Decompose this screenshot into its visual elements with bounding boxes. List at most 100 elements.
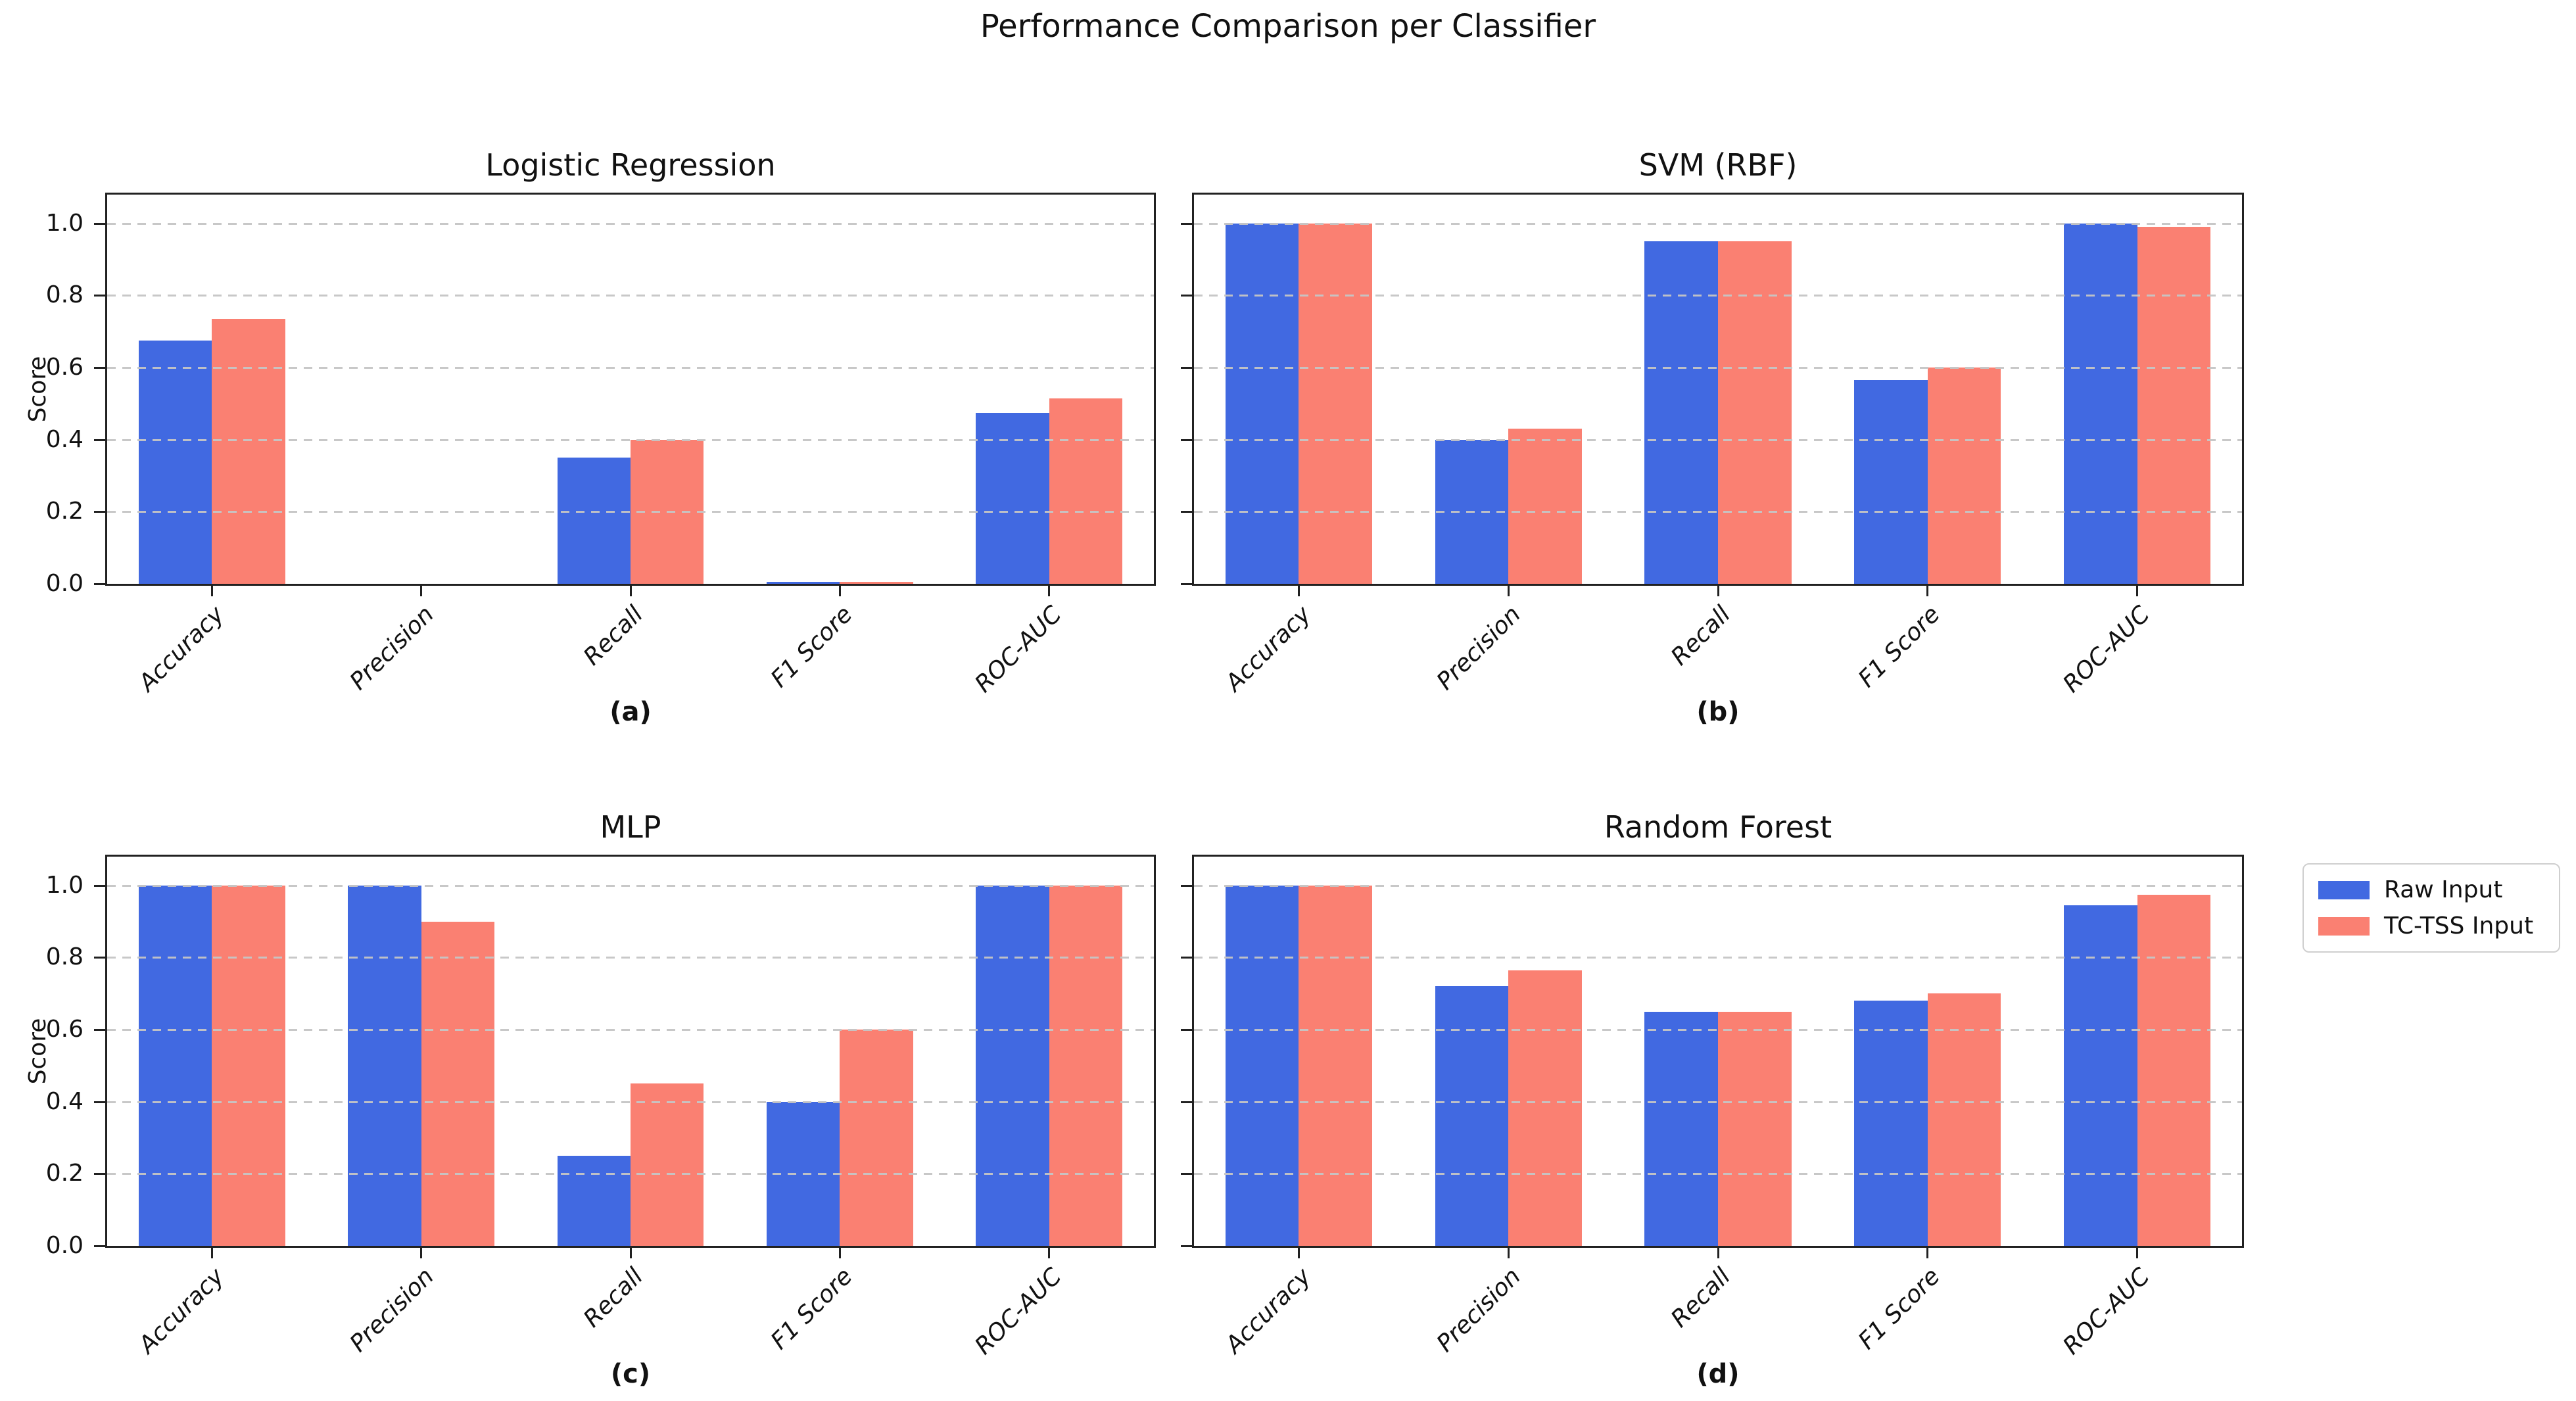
subplot-caption-c: (c) bbox=[610, 1359, 651, 1389]
y-tick-label-0-8: 0.8 bbox=[45, 943, 83, 971]
x-tick-label-precision: Precision bbox=[1431, 601, 1527, 696]
bar-tc-tss-input-recall bbox=[631, 439, 704, 584]
x-tick-mark-recall bbox=[1717, 584, 1719, 596]
bar-raw-input-precision bbox=[348, 885, 421, 1246]
y-tick-mark bbox=[94, 1101, 105, 1103]
y-tick-mark bbox=[1181, 295, 1192, 297]
x-tick-label-accuracy: Accuracy bbox=[1220, 1263, 1317, 1359]
legend-swatch-raw-input bbox=[2318, 880, 2370, 899]
x-tick-mark-f1-score bbox=[1926, 584, 1929, 596]
y-tick-label-0-4: 0.4 bbox=[45, 1087, 83, 1115]
x-tick-label-roc-auc: ROC-AUC bbox=[970, 1263, 1067, 1360]
bar-tc-tss-input-accuracy bbox=[212, 319, 285, 584]
y-tick-label-0-2: 0.2 bbox=[45, 1160, 83, 1187]
bar-raw-input-f1-score bbox=[1854, 380, 1928, 584]
legend-entry-tc-tss-input: TC-TSS Input bbox=[2318, 913, 2544, 939]
y-tick-label-0-4: 0.4 bbox=[45, 425, 83, 453]
x-tick-label-recall: Recall bbox=[1665, 1263, 1736, 1333]
y-tick-label-0-0: 0.0 bbox=[45, 1232, 83, 1259]
bar-tc-tss-input-f1-score bbox=[840, 582, 913, 584]
bar-raw-input-accuracy bbox=[1225, 223, 1299, 584]
subplot-random-forest: Random Forest Accuracy Precision Recall F1 S… bbox=[1181, 809, 2244, 1389]
y-tick-mark bbox=[1181, 511, 1192, 513]
bar-raw-input-precision bbox=[1435, 986, 1509, 1246]
bar-raw-input-recall bbox=[557, 458, 631, 584]
y-tick-mark bbox=[1181, 957, 1192, 959]
y-tick-mark bbox=[1181, 1101, 1192, 1103]
x-tick-mark-precision bbox=[1507, 1246, 1510, 1258]
bar-raw-input-accuracy bbox=[138, 885, 212, 1246]
legend-swatch-tc-tss-input bbox=[2318, 916, 2370, 936]
y-tick-mark bbox=[1181, 1029, 1192, 1032]
bar-raw-input-f1-score bbox=[766, 1101, 840, 1246]
bar-tc-tss-input-accuracy bbox=[1299, 885, 1372, 1246]
x-tick-label-f1-score: F1 Score bbox=[1853, 1263, 1945, 1355]
y-tick-mark bbox=[94, 222, 105, 225]
y-tick-mark bbox=[94, 295, 105, 297]
legend: Raw Input TC-TSS Input bbox=[2302, 863, 2560, 953]
legend-label-tc-tss-input: TC-TSS Input bbox=[2384, 913, 2534, 939]
bar-tc-tss-input-accuracy bbox=[1299, 223, 1372, 584]
x-tick-label-precision: Precision bbox=[344, 1263, 439, 1358]
y-tick-mark bbox=[94, 957, 105, 959]
y-axis-label-score: Score bbox=[24, 1018, 51, 1085]
subplot-title-random-forest: Random Forest bbox=[1604, 809, 1832, 845]
y-tick-mark bbox=[94, 884, 105, 887]
y-tick-label-0-6: 0.6 bbox=[45, 354, 83, 381]
bar-raw-input-f1-score bbox=[1854, 1001, 1928, 1246]
x-tick-label-recall: Recall bbox=[578, 601, 648, 671]
y-tick-mark bbox=[94, 511, 105, 513]
bar-tc-tss-input-recall bbox=[1718, 1011, 1792, 1246]
y-tick-mark bbox=[94, 583, 105, 585]
x-tick-mark-precision bbox=[420, 584, 423, 596]
subplot-caption-d: (d) bbox=[1696, 1359, 1740, 1389]
bar-tc-tss-input-roc-auc bbox=[2137, 894, 2211, 1246]
x-tick-mark-recall bbox=[629, 584, 632, 596]
legend-entry-raw-input: Raw Input bbox=[2318, 876, 2544, 903]
bar-tc-tss-input-accuracy bbox=[212, 885, 285, 1246]
y-tick-mark bbox=[1181, 1245, 1192, 1247]
bar-raw-input-recall bbox=[1644, 1011, 1718, 1246]
bar-raw-input-roc-auc bbox=[2064, 223, 2137, 584]
bar-tc-tss-input-recall bbox=[631, 1083, 704, 1246]
subplot-logistic-regression: Logistic Regression 0.0 0.2 0.4 0.6 0.8 1.0 Sco… bbox=[24, 147, 1156, 727]
x-tick-label-accuracy: Accuracy bbox=[133, 1263, 230, 1359]
y-tick-mark bbox=[1181, 884, 1192, 887]
y-tick-mark bbox=[94, 367, 105, 369]
bar-raw-input-accuracy bbox=[1225, 885, 1299, 1246]
bar-tc-tss-input-roc-auc bbox=[1049, 398, 1123, 584]
x-tick-label-precision: Precision bbox=[344, 601, 439, 696]
x-tick-mark-accuracy bbox=[210, 584, 213, 596]
x-tick-label-f1-score: F1 Score bbox=[765, 1263, 858, 1355]
x-tick-label-f1-score: F1 Score bbox=[1853, 601, 1945, 693]
gridline-y-0-8 bbox=[107, 295, 1154, 297]
y-tick-label-1-0: 1.0 bbox=[45, 209, 83, 237]
y-tick-label-0-0: 0.0 bbox=[45, 570, 83, 597]
y-tick-mark bbox=[1181, 1173, 1192, 1175]
y-tick-mark bbox=[94, 1029, 105, 1032]
x-tick-mark-precision bbox=[1507, 584, 1510, 596]
bar-raw-input-precision bbox=[1435, 439, 1509, 584]
bar-tc-tss-input-precision bbox=[1508, 970, 1582, 1246]
x-tick-mark-f1-score bbox=[1926, 1246, 1929, 1258]
x-tick-mark-accuracy bbox=[1297, 1246, 1300, 1258]
x-tick-mark-recall bbox=[1717, 1246, 1719, 1258]
x-tick-label-roc-auc: ROC-AUC bbox=[2058, 1263, 2155, 1360]
y-tick-mark bbox=[94, 1173, 105, 1175]
x-tick-label-accuracy: Accuracy bbox=[1220, 601, 1317, 697]
y-tick-mark bbox=[1181, 439, 1192, 441]
subplot-caption-b: (b) bbox=[1696, 697, 1740, 727]
y-tick-label-0-2: 0.2 bbox=[45, 498, 83, 525]
bar-raw-input-roc-auc bbox=[2064, 905, 2137, 1246]
x-tick-mark-roc-auc bbox=[2136, 1246, 2139, 1258]
x-tick-mark-accuracy bbox=[1297, 584, 1300, 596]
bar-raw-input-recall bbox=[1644, 241, 1718, 584]
bar-raw-input-f1-score bbox=[766, 582, 840, 584]
subplot-mlp: MLP 0.0 0.2 0.4 0.6 0.8 1.0 Score Accuracy Precis… bbox=[24, 809, 1156, 1389]
y-axis-label-score: Score bbox=[24, 356, 51, 423]
x-tick-mark-recall bbox=[629, 1246, 632, 1258]
x-tick-mark-accuracy bbox=[210, 1246, 213, 1258]
bar-raw-input-roc-auc bbox=[976, 412, 1049, 584]
bar-tc-tss-input-f1-score bbox=[840, 1030, 913, 1246]
